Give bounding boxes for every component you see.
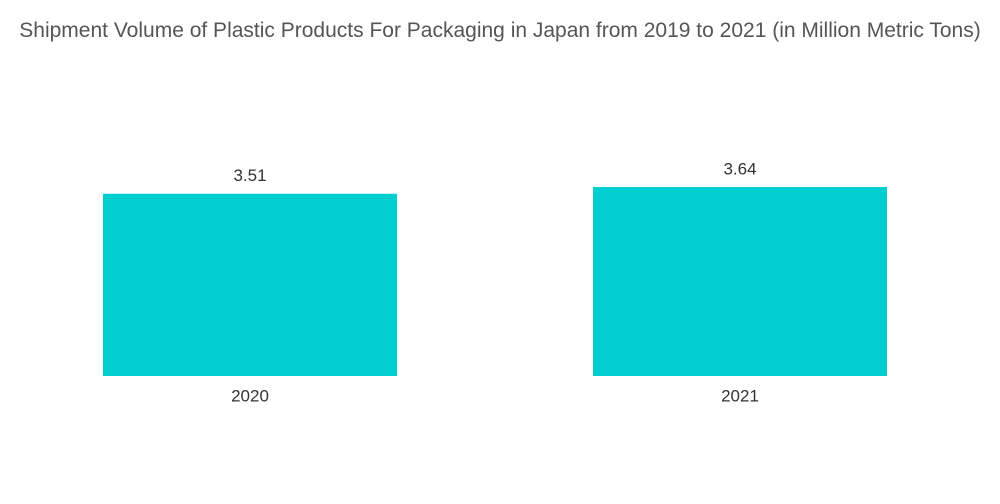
x-tick-label: 2020 bbox=[231, 386, 269, 405]
data-label: 3.51 bbox=[233, 166, 266, 185]
bar bbox=[103, 193, 397, 376]
x-tick-label: 2021 bbox=[721, 386, 759, 405]
bar bbox=[593, 187, 887, 376]
chart-title: Shipment Volume of Plastic Products For … bbox=[19, 19, 981, 42]
data-label: 3.64 bbox=[723, 159, 756, 178]
